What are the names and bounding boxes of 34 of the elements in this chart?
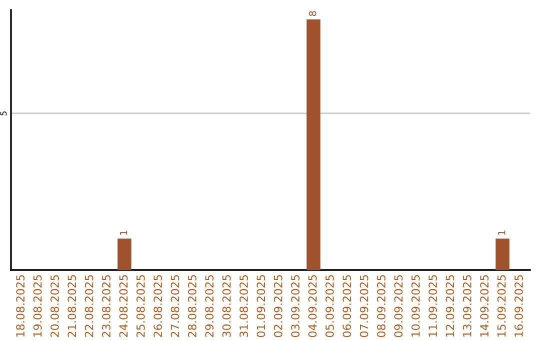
- x-tick-label: 30.08.2025: [222, 275, 231, 337]
- data-label: 1: [120, 230, 128, 235]
- x-tick-label: 08.09.2025: [377, 275, 386, 338]
- x-tick-label: 07.09.2025: [360, 275, 368, 338]
- x-tick-label: 11.09.2025: [428, 275, 437, 337]
- x-tick-label: 05.09.2025: [325, 275, 334, 338]
- x-tick-label: 23.08.2025: [102, 275, 110, 337]
- x-tick-label: 31.08.2025: [240, 275, 248, 337]
- x-tick-label: 02.09.2025: [274, 275, 282, 338]
- x-tick-label: 20.08.2025: [50, 275, 59, 337]
- x-tick-label: 12.09.2025: [446, 275, 454, 337]
- x-tick-label: 14.09.2025: [480, 275, 489, 337]
- x-tick-label: 27.08.2025: [170, 275, 180, 337]
- x-tick-label: 19.08.2025: [33, 275, 42, 337]
- data-label: 8: [308, 11, 316, 16]
- x-tick-label: 13.09.2025: [462, 275, 472, 337]
- x-tick-label: 28.08.2025: [188, 275, 196, 337]
- x-tick-label: 29.08.2025: [205, 275, 214, 337]
- x-tick-label: 16.09.2025: [514, 275, 523, 337]
- x-tick-label: 22.08.2025: [84, 275, 94, 337]
- data-label: 1: [498, 230, 506, 235]
- x-tick-label: 09.09.2025: [394, 275, 403, 338]
- x-tick-label: 26.08.2025: [154, 275, 162, 337]
- x-tick-label: 18.08.2025: [16, 275, 25, 337]
- y-tick-label: 5: [0, 111, 7, 116]
- x-tick-label: 15.09.2025: [497, 275, 506, 337]
- x-tick-label: 21.08.2025: [68, 275, 76, 337]
- x-tick-label: 04.09.2025: [308, 275, 317, 338]
- x-tick-label: 03.09.2025: [291, 275, 300, 338]
- x-tick-label: 01.09.2025: [256, 275, 266, 338]
- x-tick-label: 06.09.2025: [342, 275, 352, 338]
- x-tick-label: 10.09.2025: [411, 275, 420, 337]
- x-tick-label: 25.08.2025: [136, 275, 145, 337]
- x-tick-label: 24.08.2025: [119, 275, 128, 337]
